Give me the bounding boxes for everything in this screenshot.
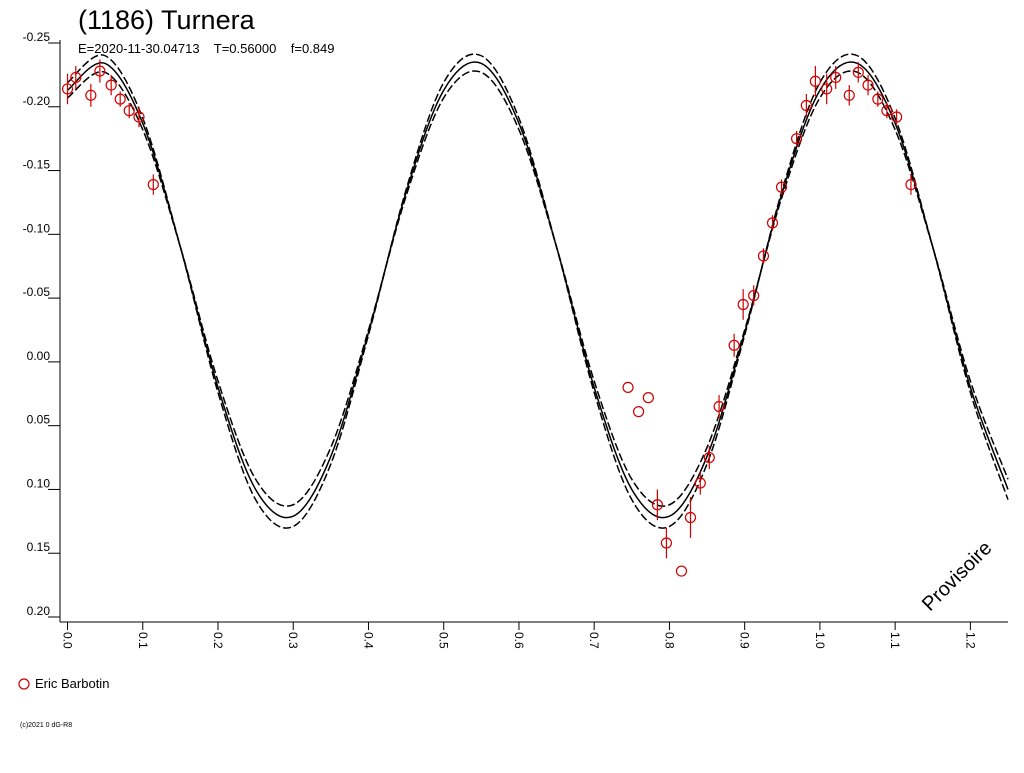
y-tick-label: -0.05 <box>23 285 51 299</box>
data-point <box>94 65 106 77</box>
fit-curve <box>67 70 1009 507</box>
data-point <box>790 133 803 145</box>
y-tick-label: -0.25 <box>23 30 51 44</box>
data-point <box>852 66 864 78</box>
data-point <box>632 406 645 418</box>
data-point <box>114 93 126 105</box>
fit-curve <box>67 61 1009 519</box>
y-tick-label: 0.00 <box>27 349 51 363</box>
x-tick-label: 0.6 <box>512 632 526 649</box>
chart-subtitle: E=2020-11-30.04713 T=0.56000 f=0.849 <box>78 41 334 56</box>
data-point <box>622 381 634 393</box>
x-tick-label: 1.2 <box>963 632 977 649</box>
data-point <box>881 105 893 117</box>
legend-label: Eric Barbotin <box>35 676 109 691</box>
data-point <box>675 565 688 577</box>
data-point <box>800 99 812 112</box>
data-point <box>775 181 788 193</box>
data-point <box>123 105 135 117</box>
data-point <box>830 71 842 84</box>
y-tick-label: 0.15 <box>27 540 51 554</box>
fit-curve <box>67 53 1009 529</box>
x-tick-label: 0.5 <box>437 632 451 649</box>
data-point <box>651 499 663 511</box>
data-point <box>703 451 715 464</box>
data-point <box>133 111 145 123</box>
x-tick-label: 0.9 <box>738 632 752 649</box>
data-point <box>660 537 673 549</box>
data-point <box>684 511 697 524</box>
data-point <box>105 79 117 91</box>
y-tick-label: 0.20 <box>27 604 51 618</box>
x-tick-label: 1.0 <box>813 632 827 649</box>
x-tick-label: 0.0 <box>61 632 75 649</box>
data-point <box>748 289 760 302</box>
x-tick-label: 0.7 <box>587 632 601 649</box>
data-point <box>642 392 654 404</box>
data-point <box>891 111 903 123</box>
watermark: Provisoire <box>918 537 996 615</box>
data-point <box>737 298 749 311</box>
y-tick-label: -0.15 <box>23 158 51 172</box>
data-point <box>85 89 97 101</box>
footnote: (c)2021 0 dG-R8 <box>20 722 72 729</box>
data-point <box>728 339 740 351</box>
data-point <box>757 250 770 262</box>
y-tick-label: -0.10 <box>23 221 51 235</box>
y-tick-label: 0.05 <box>27 413 51 427</box>
x-tick-label: 0.3 <box>286 632 300 649</box>
data-point <box>905 178 917 191</box>
y-tick-label: 0.10 <box>27 476 51 490</box>
data-point <box>713 400 725 413</box>
x-tick-label: 0.2 <box>211 632 225 649</box>
data-point <box>147 178 159 191</box>
x-tick-label: 1.1 <box>888 632 902 649</box>
data-point <box>766 217 779 229</box>
x-tick-label: 0.8 <box>662 632 676 649</box>
x-tick-label: 0.1 <box>136 632 150 649</box>
chart-title: (1186) Turnera <box>78 5 256 35</box>
data-point <box>70 71 82 84</box>
data-point <box>862 79 874 91</box>
data-point <box>821 83 833 95</box>
legend-marker <box>18 678 30 690</box>
x-tick-label: 0.4 <box>361 632 375 649</box>
data-point <box>843 89 855 101</box>
data-point <box>872 93 884 105</box>
y-tick-label: -0.20 <box>23 94 51 108</box>
data-point <box>694 477 706 489</box>
data-point <box>809 75 821 87</box>
data-point <box>61 83 74 95</box>
